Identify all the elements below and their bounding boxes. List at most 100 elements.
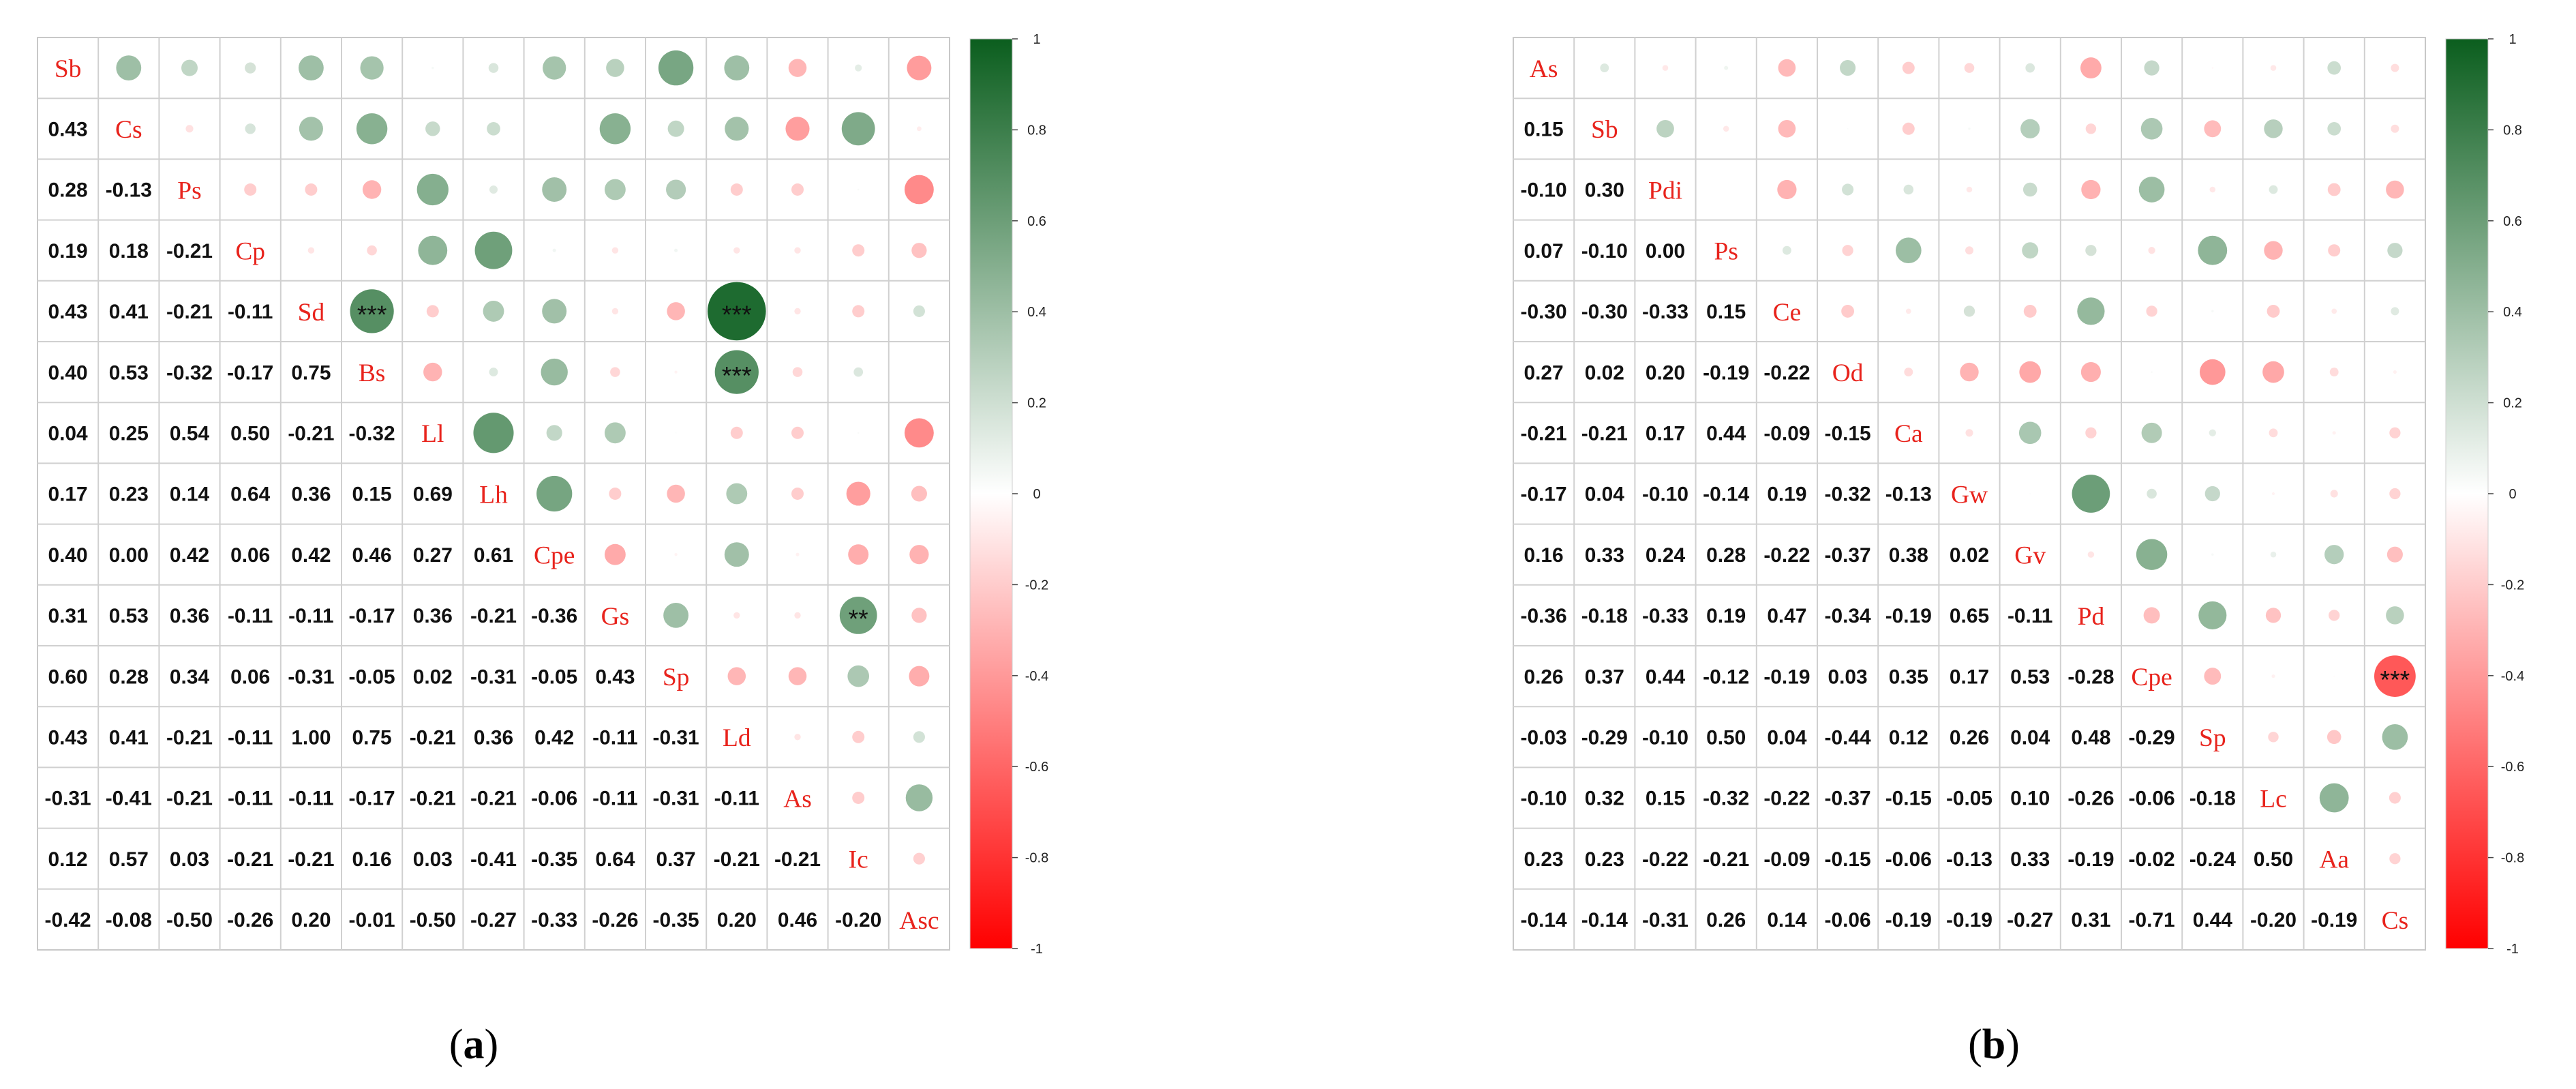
correlation-circle	[2022, 242, 2039, 259]
panel-b-label: (b)	[1968, 1021, 2020, 1068]
correlation-circle	[852, 244, 865, 257]
correlation-circle	[1662, 65, 1669, 71]
correlation-value-label: 0.16	[1524, 544, 1564, 567]
correlation-value-label: -0.19	[1885, 605, 1932, 627]
correlation-circle	[2271, 492, 2275, 496]
correlation-circle	[663, 602, 689, 628]
correlation-value-label: 0.04	[1767, 727, 1807, 749]
colorbar-tick-label: -0.6	[1025, 760, 1048, 775]
correlation-value-label: -0.20	[835, 909, 881, 931]
correlation-value-label: 0.04	[2010, 727, 2050, 749]
correlation-value-label: -0.34	[1825, 605, 1871, 627]
correlation-circle	[350, 289, 394, 333]
correlation-circle	[2270, 551, 2277, 558]
correlation-circle	[904, 418, 934, 448]
correlation-circle	[907, 55, 932, 80]
correlation-value-label: -0.21	[166, 788, 213, 810]
correlation-value-label: -0.21	[166, 240, 213, 263]
correlation-circle	[916, 126, 922, 132]
correlation-circle	[2270, 65, 2277, 71]
correlation-circle	[730, 183, 743, 196]
colorbar	[969, 38, 1013, 949]
correlation-value-label: -0.11	[2007, 605, 2052, 627]
correlation-circle	[606, 59, 624, 77]
correlation-value-label: 0.24	[1646, 544, 1686, 567]
correlation-circle	[546, 425, 562, 441]
diagonal-variable-label: Sb	[1591, 116, 1618, 144]
correlation-value-label: 0.40	[48, 544, 88, 567]
correlation-value-label: -0.21	[288, 423, 334, 445]
correlation-circle	[2072, 475, 2110, 513]
correlation-circle	[487, 121, 500, 136]
significance-marker: ***	[357, 300, 387, 329]
correlation-circle	[666, 179, 686, 200]
correlation-value-label: 0.64	[595, 848, 635, 871]
correlation-value-label: -0.21	[1521, 423, 1567, 445]
correlation-circle	[2391, 63, 2399, 72]
correlation-circle	[2389, 853, 2401, 865]
correlation-value-label: 0.02	[1950, 544, 1989, 567]
correlation-circle	[724, 542, 749, 567]
correlation-value-label: -0.32	[349, 423, 395, 445]
diagonal-variable-label: Lh	[479, 481, 508, 509]
correlation-circle	[1965, 429, 1973, 437]
correlation-value-label: -0.26	[227, 909, 273, 931]
correlation-circle	[2387, 243, 2403, 258]
correlation-value-label: -0.27	[2007, 909, 2053, 931]
correlation-circle	[360, 56, 384, 80]
correlation-circle	[675, 432, 677, 434]
correlation-circle	[542, 177, 567, 202]
correlation-value-label: 0.33	[2010, 848, 2050, 871]
correlation-circle	[2151, 371, 2153, 373]
diagonal-variable-label: Cs	[2382, 907, 2409, 935]
correlation-circle	[542, 299, 567, 324]
correlation-circle	[2389, 488, 2401, 500]
correlation-value-label: 0.42	[534, 727, 574, 749]
correlation-value-label: 0.41	[109, 301, 149, 323]
correlation-value-label: -0.12	[1703, 666, 1749, 688]
correlation-value-label: 0.20	[291, 909, 331, 931]
correlation-value-label: -0.21	[166, 727, 213, 749]
correlation-circle	[1600, 63, 1609, 73]
correlation-value-label: 0.47	[1767, 605, 1806, 627]
correlation-circle	[356, 113, 388, 145]
correlation-circle	[1904, 368, 1913, 377]
correlation-circle	[1782, 245, 1791, 255]
correlation-circle	[2148, 247, 2155, 254]
correlation-circle	[245, 123, 256, 134]
correlation-value-label: 0.28	[1706, 544, 1746, 567]
diagonal-variable-label: Ll	[421, 420, 444, 448]
correlation-value-label: -0.21	[470, 605, 517, 627]
correlation-circle	[488, 63, 499, 73]
correlation-circle	[307, 247, 315, 254]
correlation-circle	[794, 734, 801, 741]
diagonal-variable-label: Ps	[177, 177, 201, 205]
correlation-value-label: 0.12	[1889, 727, 1928, 749]
correlation-circle	[474, 231, 513, 269]
correlation-value-label: -0.11	[714, 788, 759, 810]
correlation-value-label: 0.31	[48, 605, 88, 627]
correlation-value-label: -0.31	[470, 666, 517, 688]
correlation-value-label: 0.04	[1585, 483, 1625, 506]
correlation-value-label: 0.42	[170, 544, 209, 567]
correlation-value-label: -0.11	[592, 788, 637, 810]
correlation-circle	[604, 422, 626, 444]
correlation-circle	[791, 183, 804, 196]
correlation-value-label: -0.05	[349, 666, 395, 688]
correlation-value-label: -0.22	[1763, 361, 1810, 384]
correlation-value-label: -0.35	[653, 909, 699, 931]
correlation-circle	[794, 308, 801, 315]
correlation-value-label: 0.26	[1950, 727, 1989, 749]
correlation-value-label: -0.19	[1763, 666, 1810, 688]
correlation-circle	[2327, 61, 2342, 75]
correlation-circle	[1778, 119, 1796, 138]
correlation-circle	[855, 64, 862, 72]
correlation-value-label: 0.31	[2071, 909, 2110, 931]
correlation-circle	[2085, 123, 2097, 134]
correlation-circle	[2143, 607, 2160, 624]
correlation-circle	[667, 484, 685, 503]
correlation-value-label: -0.10	[1521, 179, 1567, 202]
correlation-value-label: 0.15	[1646, 788, 1685, 810]
correlation-circle	[667, 302, 685, 320]
correlation-value-label: -0.15	[1885, 788, 1932, 810]
